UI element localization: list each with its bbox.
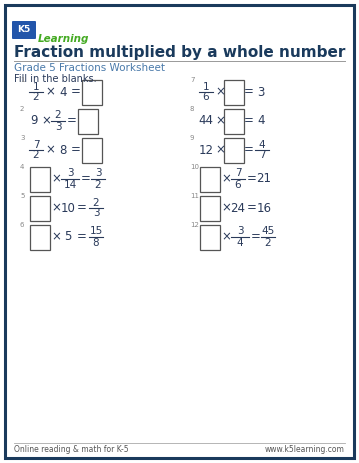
Text: ×: × — [215, 86, 225, 99]
Bar — [30, 167, 50, 192]
Bar — [224, 108, 244, 133]
Text: Fill in the blanks.: Fill in the blanks. — [14, 74, 97, 84]
Text: =: = — [244, 114, 254, 127]
Text: 3: 3 — [67, 169, 73, 179]
Text: 10: 10 — [190, 164, 199, 170]
Text: ×: × — [45, 86, 55, 99]
Text: ×: × — [51, 173, 61, 186]
Text: 1: 1 — [20, 77, 24, 83]
Text: 10: 10 — [61, 201, 75, 214]
Text: Fraction multiplied by a whole number: Fraction multiplied by a whole number — [14, 45, 345, 61]
Bar — [200, 167, 220, 192]
Text: Learning: Learning — [38, 34, 89, 44]
Text: 21: 21 — [256, 173, 271, 186]
Bar — [200, 225, 220, 250]
Text: Grade 5 Fractions Worksheet: Grade 5 Fractions Worksheet — [14, 63, 165, 73]
Text: =: = — [251, 231, 261, 244]
Text: 15: 15 — [89, 226, 103, 237]
Text: 7: 7 — [33, 139, 39, 150]
Bar — [224, 80, 244, 105]
Text: www.k5learning.com: www.k5learning.com — [265, 445, 345, 455]
Text: =: = — [71, 144, 81, 156]
Text: =: = — [77, 201, 87, 214]
Text: 2: 2 — [265, 238, 271, 248]
Text: ×: × — [215, 144, 225, 156]
Text: 24: 24 — [230, 201, 246, 214]
Text: 12: 12 — [199, 144, 214, 156]
Text: 2: 2 — [95, 180, 101, 189]
Text: =: = — [244, 144, 254, 156]
Text: 1: 1 — [33, 81, 39, 92]
Text: 2: 2 — [55, 111, 61, 120]
Text: 6: 6 — [203, 93, 209, 102]
Text: ×: × — [221, 173, 231, 186]
Text: 8: 8 — [59, 144, 67, 156]
Text: ×: × — [221, 201, 231, 214]
Bar — [224, 138, 244, 163]
Text: 7: 7 — [190, 77, 195, 83]
Text: 4: 4 — [237, 238, 243, 248]
Text: 2: 2 — [33, 150, 39, 161]
Text: 14: 14 — [64, 180, 76, 189]
Text: 3: 3 — [95, 169, 101, 179]
Bar — [30, 225, 50, 250]
Text: 3: 3 — [20, 135, 24, 141]
Bar — [200, 195, 220, 220]
Text: 8: 8 — [93, 238, 99, 248]
Text: 1: 1 — [203, 81, 209, 92]
Text: 44: 44 — [199, 114, 214, 127]
Text: 5: 5 — [20, 193, 24, 199]
Text: 9: 9 — [190, 135, 195, 141]
Text: 6: 6 — [20, 222, 24, 228]
Text: ×: × — [41, 114, 51, 127]
Text: Online reading & math for K-5: Online reading & math for K-5 — [14, 445, 129, 455]
Text: ×: × — [51, 201, 61, 214]
Text: 12: 12 — [190, 222, 199, 228]
Bar — [30, 195, 50, 220]
Text: 4: 4 — [59, 86, 67, 99]
Text: 2: 2 — [20, 106, 24, 112]
Text: 2: 2 — [93, 198, 99, 207]
Text: 16: 16 — [256, 201, 271, 214]
Text: 3: 3 — [257, 86, 265, 99]
Text: =: = — [244, 86, 254, 99]
Text: 5: 5 — [64, 231, 72, 244]
Text: 6: 6 — [235, 180, 241, 189]
Text: 4: 4 — [20, 164, 24, 170]
Text: 3: 3 — [237, 226, 243, 237]
Bar — [78, 108, 98, 133]
Text: 8: 8 — [190, 106, 195, 112]
Text: 3: 3 — [93, 208, 99, 219]
Bar — [82, 80, 102, 105]
Text: 4: 4 — [259, 139, 265, 150]
Text: =: = — [71, 86, 81, 99]
Text: 3: 3 — [55, 121, 61, 131]
Text: ×: × — [51, 231, 61, 244]
Text: =: = — [81, 173, 91, 186]
Text: =: = — [77, 231, 87, 244]
Text: 7: 7 — [235, 169, 241, 179]
Text: K5: K5 — [17, 25, 31, 35]
Text: 45: 45 — [261, 226, 275, 237]
Text: =: = — [247, 201, 257, 214]
Text: ×: × — [221, 231, 231, 244]
Text: 2: 2 — [33, 93, 39, 102]
Text: =: = — [247, 173, 257, 186]
Text: =: = — [67, 114, 77, 127]
Text: 7: 7 — [259, 150, 265, 161]
Text: ×: × — [215, 114, 225, 127]
Text: ×: × — [45, 144, 55, 156]
Text: 11: 11 — [190, 193, 199, 199]
FancyBboxPatch shape — [12, 21, 36, 39]
Text: 4: 4 — [257, 114, 265, 127]
Text: 9: 9 — [30, 114, 38, 127]
Bar — [82, 138, 102, 163]
